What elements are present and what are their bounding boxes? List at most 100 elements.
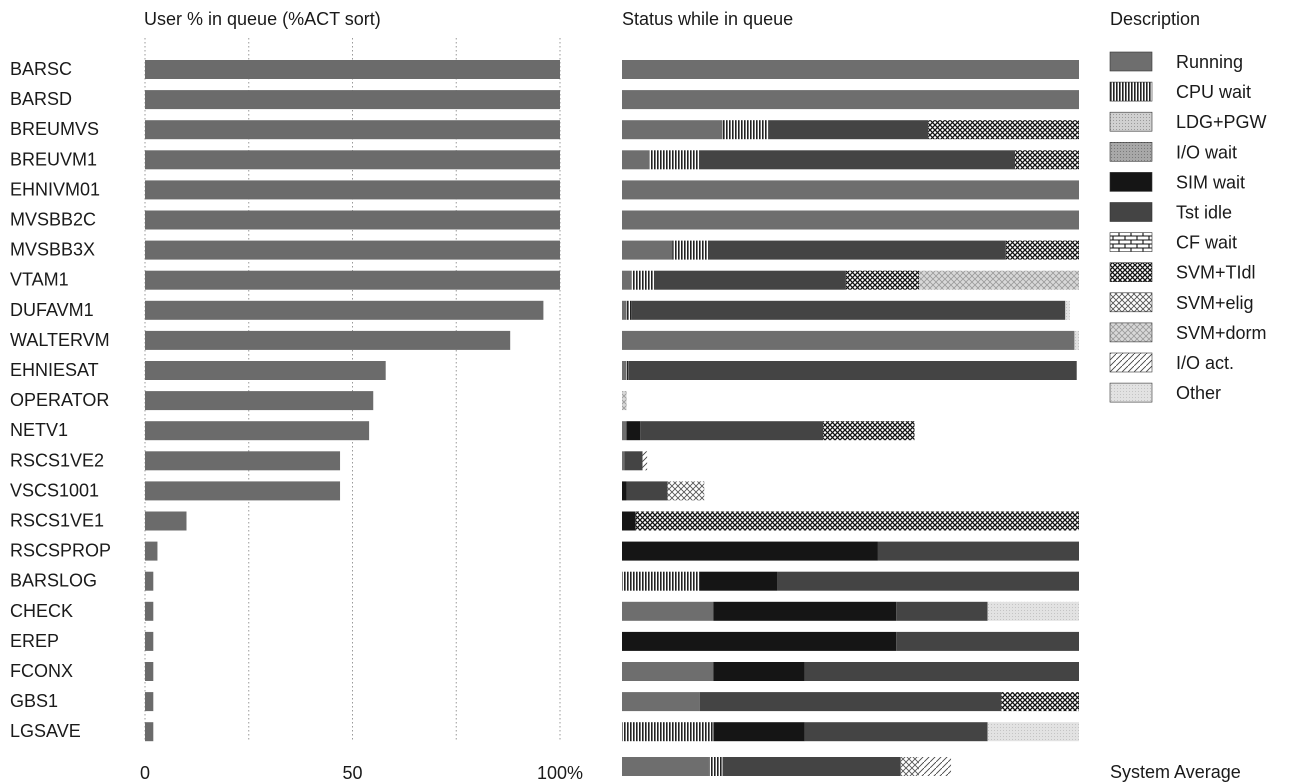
segment-vscs1001-sim-wait — [622, 481, 627, 501]
segment-erep-sim-wait — [622, 631, 897, 651]
segment-gbs1-svm-tidl — [1001, 692, 1079, 712]
legend-label-i-o-act: I/O act. — [1176, 353, 1234, 373]
category-label-rscsprop: RSCSPROP — [10, 541, 111, 561]
segment-system-average-cpu-wait — [708, 757, 723, 776]
segment-lgsave-other — [987, 722, 1079, 742]
legend-label-cpu-wait: CPU wait — [1176, 82, 1251, 102]
segment-rscs1ve1-svm-tidl — [635, 511, 1079, 531]
segment-rscs1ve1-sim-wait — [622, 511, 636, 531]
segment-mvsbb3x-svm-tidl — [1005, 240, 1079, 260]
segment-netv1-svm-tidl — [823, 421, 915, 441]
system-average-label: System Average — [1110, 762, 1241, 782]
category-label-dufavm1: DUFAVM1 — [10, 300, 94, 320]
left-bar-netv1 — [145, 421, 370, 441]
left-bar-barsc — [145, 60, 560, 79]
segment-ehniesat-cpu-wait — [626, 361, 629, 380]
segment-check-other — [987, 601, 1079, 621]
segment-barslog-cpu-wait — [622, 571, 700, 591]
category-label-breuvm1: BREUVM1 — [10, 149, 97, 169]
segment-vtam1-tst-idle — [653, 270, 846, 290]
legend-label-sim-wait: SIM wait — [1176, 172, 1245, 192]
category-label-lgsave: LGSAVE — [10, 721, 81, 741]
left-bar-check — [145, 601, 154, 621]
category-labels: BARSC BARSD BREUMVS BREUVM1 EHNIVM01 MVSBB2C M… — [10, 59, 111, 741]
category-label-ehniesat: EHNIESAT — [10, 360, 99, 380]
legend-swatch-i-o-act — [1109, 352, 1153, 373]
legend-swatch-svm-dorm — [1109, 322, 1153, 343]
left-bar-erep — [145, 631, 154, 651]
left-bar-gbs1 — [145, 692, 154, 712]
category-label-ehnivm01: EHNIVM01 — [10, 179, 100, 199]
segment-check-running — [622, 601, 714, 621]
segment-breumvs-svm-tidl — [928, 120, 1079, 140]
grid-lines — [144, 38, 561, 742]
segment-ehnivm01-running — [622, 180, 1079, 200]
segment-operator-svm-dorm — [622, 391, 627, 411]
left-bar-rscs1ve1 — [145, 511, 187, 531]
left-bar-operator — [145, 391, 374, 411]
left-bar-mvsbb2c — [145, 210, 560, 230]
segment-gbs1-tst-idle — [699, 692, 1002, 712]
category-label-rscs1ve2: RSCS1VE2 — [10, 450, 104, 470]
segment-netv1-sim-wait — [626, 421, 641, 441]
segment-rscs1ve2-running — [622, 451, 625, 471]
segment-rscsprop-tst-idle — [877, 541, 1079, 561]
legend-label-svm-elig: SVM+elig — [1176, 293, 1254, 313]
legend-label-running: Running — [1176, 52, 1243, 72]
category-label-vscs1001: VSCS1001 — [10, 480, 99, 500]
right-chart-title: Status while in queue — [622, 9, 793, 29]
left-bar-rscs1ve2 — [145, 451, 341, 471]
segment-check-sim-wait — [713, 601, 897, 621]
segment-vtam1-running — [622, 270, 632, 290]
segment-waltervm-running — [622, 330, 1075, 350]
legend-label-svm-tidl: SVM+TIdl — [1176, 263, 1256, 283]
segment-waltervm-other — [1074, 330, 1079, 350]
legend-swatch-svm-elig — [1109, 292, 1153, 313]
x-tick-label: 100% — [537, 763, 583, 783]
x-tick-label: 0 — [140, 763, 150, 783]
category-label-mvsbb3x: MVSBB3X — [10, 240, 95, 260]
segment-vtam1-cpu-wait — [631, 270, 654, 290]
category-label-gbs1: GBS1 — [10, 691, 58, 711]
left-bar-vtam1 — [145, 270, 560, 290]
legend-label-other: Other — [1176, 383, 1221, 403]
legend-title: Description — [1110, 9, 1200, 29]
category-label-barslog: BARSLOG — [10, 571, 97, 591]
category-label-barsc: BARSC — [10, 59, 72, 79]
legend-swatch-cf-wait — [1109, 232, 1153, 252]
category-label-breumvs: BREUMVS — [10, 119, 99, 139]
segment-system-average-tst-idle — [722, 757, 901, 776]
segment-dufavm1-tst-idle — [631, 300, 1066, 320]
segment-vtam1-svm-dorm — [919, 270, 1079, 290]
category-label-barsd: BARSD — [10, 89, 72, 109]
segment-gbs1-running — [622, 692, 700, 712]
category-label-operator: OPERATOR — [10, 390, 109, 410]
segment-barslog-tst-idle — [777, 571, 1079, 591]
segment-barsd-running — [622, 90, 1079, 110]
left-bar-lgsave — [145, 722, 154, 742]
left-bar-waltervm — [145, 330, 511, 350]
segment-breuvm1-cpu-wait — [649, 150, 700, 170]
segment-fconx-running — [622, 662, 714, 681]
legend-swatch-sim-wait — [1109, 172, 1153, 192]
category-label-vtam1: VTAM1 — [10, 270, 69, 290]
segment-ehniesat-running — [622, 361, 627, 380]
legend: Running CPU wait LDG+PGW I/O wait SIM wait Ts… — [1109, 51, 1267, 403]
legend-label-tst-idle: Tst idle — [1176, 203, 1232, 223]
legend-swatch-other — [1109, 382, 1153, 403]
category-label-check: CHECK — [10, 601, 73, 621]
segment-breuvm1-tst-idle — [699, 150, 1016, 170]
left-bar-fconx — [145, 662, 154, 681]
legend-label-ldg-pgw: LDG+PGW — [1176, 112, 1267, 132]
segment-ehniesat-tst-idle — [628, 361, 1077, 380]
left-bar-ehniesat — [145, 361, 386, 380]
legend-swatch-ldg-pgw — [1109, 111, 1153, 132]
segment-barslog-sim-wait — [699, 571, 778, 591]
category-label-fconx: FCONX — [10, 661, 73, 681]
segment-system-average-i-o-act — [919, 757, 952, 776]
segment-breumvs-running — [622, 120, 723, 140]
segment-mvsbb3x-tst-idle — [708, 240, 1006, 260]
segment-breumvs-cpu-wait — [722, 120, 769, 140]
legend-swatch-cpu-wait — [1109, 81, 1153, 102]
segment-rscs1ve2-i-o-act — [642, 451, 648, 471]
